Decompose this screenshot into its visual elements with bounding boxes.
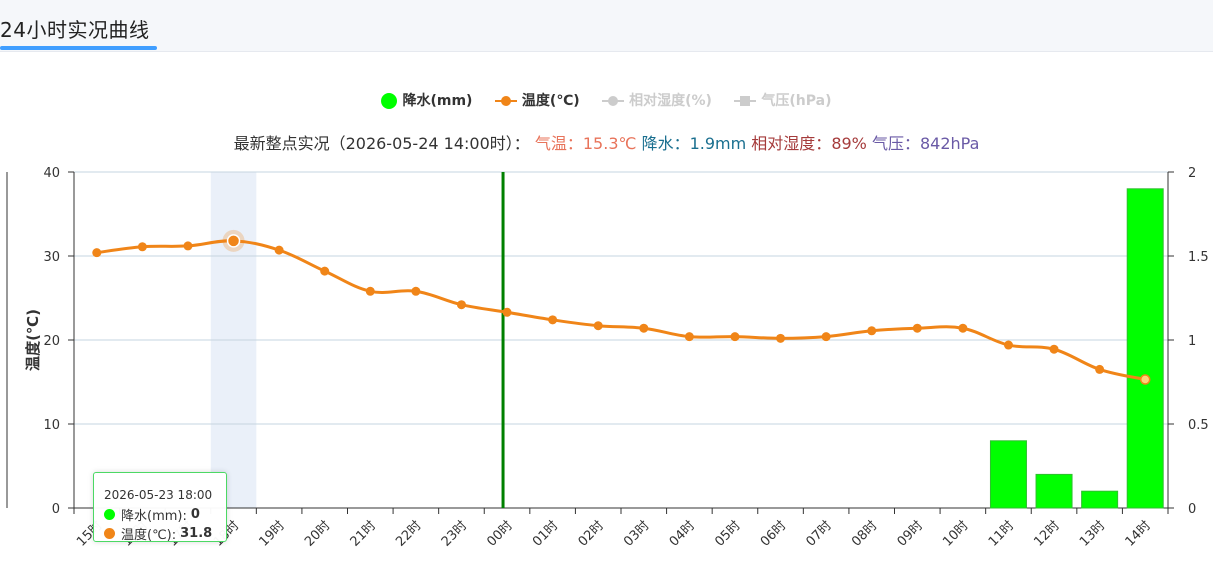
x-tick-label: 06时 xyxy=(758,518,789,549)
x-tick-label: 13时 xyxy=(1077,518,1108,549)
rain-bar xyxy=(1081,490,1119,509)
x-tick-label: 10时 xyxy=(940,518,971,549)
tooltip-rain-dot-icon xyxy=(104,509,115,520)
tooltip-temp-label: 温度(℃): xyxy=(121,528,177,543)
legend-temperature-line-icon xyxy=(494,95,517,107)
x-tick-label: 23时 xyxy=(439,518,470,549)
summary-humidity-label: 相对湿度： xyxy=(751,134,832,153)
tooltip-temp-value: 31.8 xyxy=(180,526,213,541)
x-tick-label: 04时 xyxy=(667,518,698,549)
legend-item-rain[interactable]: 降水(mm) xyxy=(381,90,472,110)
legend-pressure-label: 气压(hPa) xyxy=(761,93,832,109)
legend-humidity-label: 相对湿度(%) xyxy=(629,93,712,109)
temperature-point-active xyxy=(226,234,241,248)
summary-humidity-value: 89% xyxy=(831,134,867,153)
temperature-point xyxy=(776,333,786,343)
temperature-point xyxy=(183,241,193,251)
temperature-point xyxy=(593,321,603,331)
x-tick-label: 00时 xyxy=(484,518,515,549)
tooltip-rain-row: 降水(mm): 0 xyxy=(104,505,226,524)
tooltip-rain-value: 0 xyxy=(190,507,200,522)
tab-bar: 24小时实况曲线 xyxy=(0,0,1213,52)
temperature-point xyxy=(1003,340,1013,350)
temperature-point xyxy=(684,332,694,342)
x-tick-label: 20时 xyxy=(302,518,333,549)
right-tick-label: 2 xyxy=(1188,166,1196,181)
right-tick-label: 1 xyxy=(1188,334,1196,349)
rain-bar xyxy=(1126,188,1164,509)
summary-rain-label: 降水： xyxy=(641,134,690,153)
chart-tooltip: 2026-05-23 18:00 降水(mm): 0 温度(℃): 31.8 xyxy=(93,472,227,543)
x-tick-label: 08时 xyxy=(849,518,880,549)
summary-prefix: 最新整点实况（2026-05-24 14:00时）： xyxy=(233,134,530,153)
temperature-point xyxy=(639,323,649,333)
temperature-point xyxy=(274,245,284,255)
y-axis-title: 温度(℃) xyxy=(24,309,42,371)
temperature-point xyxy=(502,307,512,317)
temperature-point xyxy=(958,323,968,333)
left-tick-label: 10 xyxy=(43,418,60,433)
temperature-point xyxy=(730,332,740,342)
summary-rain-value: 1.9mm xyxy=(689,134,747,153)
x-tick-label: 22时 xyxy=(393,518,424,549)
rain-bar xyxy=(1035,473,1073,509)
x-tick-label: 02时 xyxy=(576,518,607,549)
rain-bar xyxy=(989,440,1027,509)
tooltip-temp-dot-icon xyxy=(104,528,115,539)
temperature-point xyxy=(821,332,831,342)
x-tick-label: 21时 xyxy=(348,518,379,549)
right-tick-label: 1.5 xyxy=(1188,250,1209,265)
temperature-point xyxy=(320,266,330,276)
temperature-point xyxy=(1095,364,1105,374)
chart-legend: 降水(mm) 温度(℃) 相对湿度(%) 气压(hPa) xyxy=(0,90,1213,110)
temperature-point xyxy=(912,323,922,333)
tab-24h-curve[interactable]: 24小时实况曲线 xyxy=(0,18,150,42)
temperature-point xyxy=(92,248,102,258)
temperature-point xyxy=(365,286,375,296)
left-tick-label: 40 xyxy=(43,166,60,181)
legend-temperature-label: 温度(℃) xyxy=(521,93,580,109)
left-tick-label: 0 xyxy=(52,502,60,517)
legend-item-pressure[interactable]: 气压(hPa) xyxy=(734,90,832,110)
left-tick-label: 20 xyxy=(43,334,60,349)
tab-active-indicator xyxy=(0,46,157,50)
legend-rain-label: 降水(mm) xyxy=(402,93,473,109)
temperature-point xyxy=(867,326,877,336)
temperature-point xyxy=(411,286,421,296)
tooltip-temp-row: 温度(℃): 31.8 xyxy=(104,524,226,543)
x-tick-label: 11时 xyxy=(986,518,1017,549)
legend-pressure-square-icon xyxy=(734,95,757,107)
x-tick-label: 03时 xyxy=(621,518,652,549)
temperature-point xyxy=(456,300,466,310)
legend-item-temperature[interactable]: 温度(℃) xyxy=(494,90,580,110)
x-tick-label: 01时 xyxy=(530,518,561,549)
legend-humidity-line-icon xyxy=(602,95,625,107)
x-tick-label: 14时 xyxy=(1123,518,1154,549)
tooltip-time: 2026-05-23 18:00 xyxy=(104,487,213,502)
x-tick-label: 05时 xyxy=(712,518,743,549)
latest-observation-summary: 最新整点实况（2026-05-24 14:00时）： 气温：15.3℃ 降水：1… xyxy=(0,130,1213,154)
temperature-point xyxy=(1049,344,1059,354)
right-tick-label: 0 xyxy=(1188,502,1196,517)
right-tick-label: 0.5 xyxy=(1188,418,1209,433)
x-tick-label: 09时 xyxy=(895,518,926,549)
x-tick-label: 07时 xyxy=(803,518,834,549)
summary-temp-label: 气温： xyxy=(534,134,583,153)
temperature-point xyxy=(548,315,558,325)
left-tick-label: 30 xyxy=(43,250,60,265)
summary-temp-value: 15.3℃ xyxy=(582,134,637,153)
summary-pressure-label: 气压： xyxy=(871,134,920,153)
x-tick-label: 19时 xyxy=(256,518,287,549)
legend-item-humidity[interactable]: 相对湿度(%) xyxy=(602,90,712,110)
summary-pressure-value: 842hPa xyxy=(919,134,980,153)
temperature-point xyxy=(1139,374,1151,385)
legend-rain-circle-icon xyxy=(381,93,398,109)
x-tick-label: 12时 xyxy=(1031,518,1062,549)
tooltip-rain-label: 降水(mm): xyxy=(121,509,187,524)
temperature-point xyxy=(137,242,147,252)
